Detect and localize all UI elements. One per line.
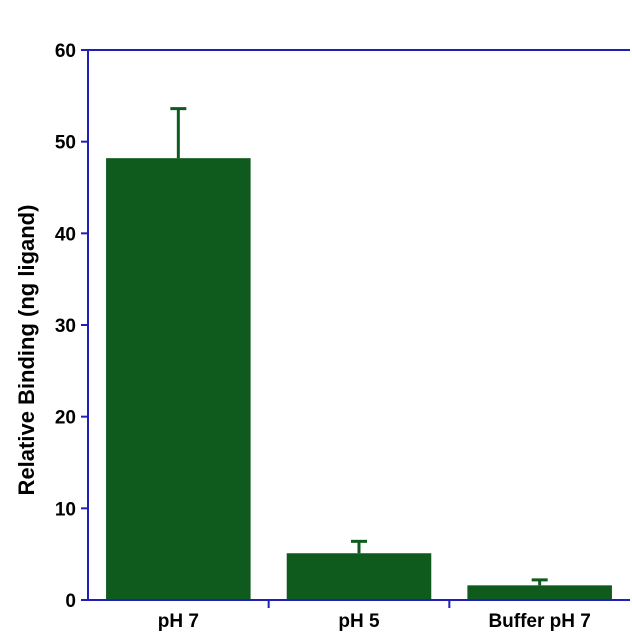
bars-layer: [106, 158, 612, 600]
x-category-label: pH 5: [338, 611, 380, 632]
y-axis-title: Relative Binding (ng ligand): [14, 205, 39, 496]
y-tick-label: 60: [55, 41, 76, 62]
y-ticks: 0 10 20 30 40 50 60: [55, 41, 88, 612]
y-tick-label: 0: [65, 591, 76, 612]
x-category-label: Buffer pH 7: [488, 611, 590, 632]
x-category-label: pH 7: [158, 611, 199, 632]
bar: [467, 585, 612, 600]
y-tick-label: 30: [55, 316, 76, 337]
x-ticks: pH 7 pH 5 Buffer pH 7: [158, 600, 591, 632]
y-tick-label: 50: [55, 133, 76, 154]
error-bars-layer: [170, 107, 548, 586]
y-tick-label: 10: [55, 499, 76, 520]
bar: [286, 553, 432, 600]
bar: [106, 158, 251, 600]
y-tick-label: 20: [55, 408, 76, 429]
y-tick-label: 40: [55, 224, 76, 245]
